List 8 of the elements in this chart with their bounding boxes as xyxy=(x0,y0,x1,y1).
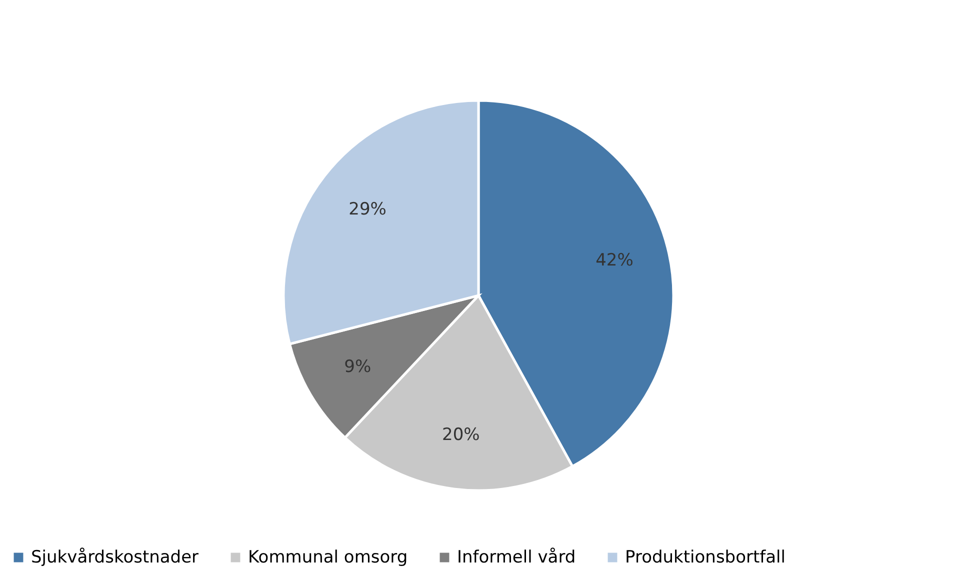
data-label: 20% xyxy=(442,424,480,445)
data-label: 42% xyxy=(596,250,634,271)
legend-label: Informell vård xyxy=(457,548,576,568)
legend-label: Produktionsbortfall xyxy=(625,548,786,568)
legend-label: Kommunal omsorg xyxy=(248,548,408,568)
data-label: 9% xyxy=(344,356,372,377)
legend-label: Sjukvårdskostnader xyxy=(31,548,199,568)
data-label: 29% xyxy=(348,199,386,220)
